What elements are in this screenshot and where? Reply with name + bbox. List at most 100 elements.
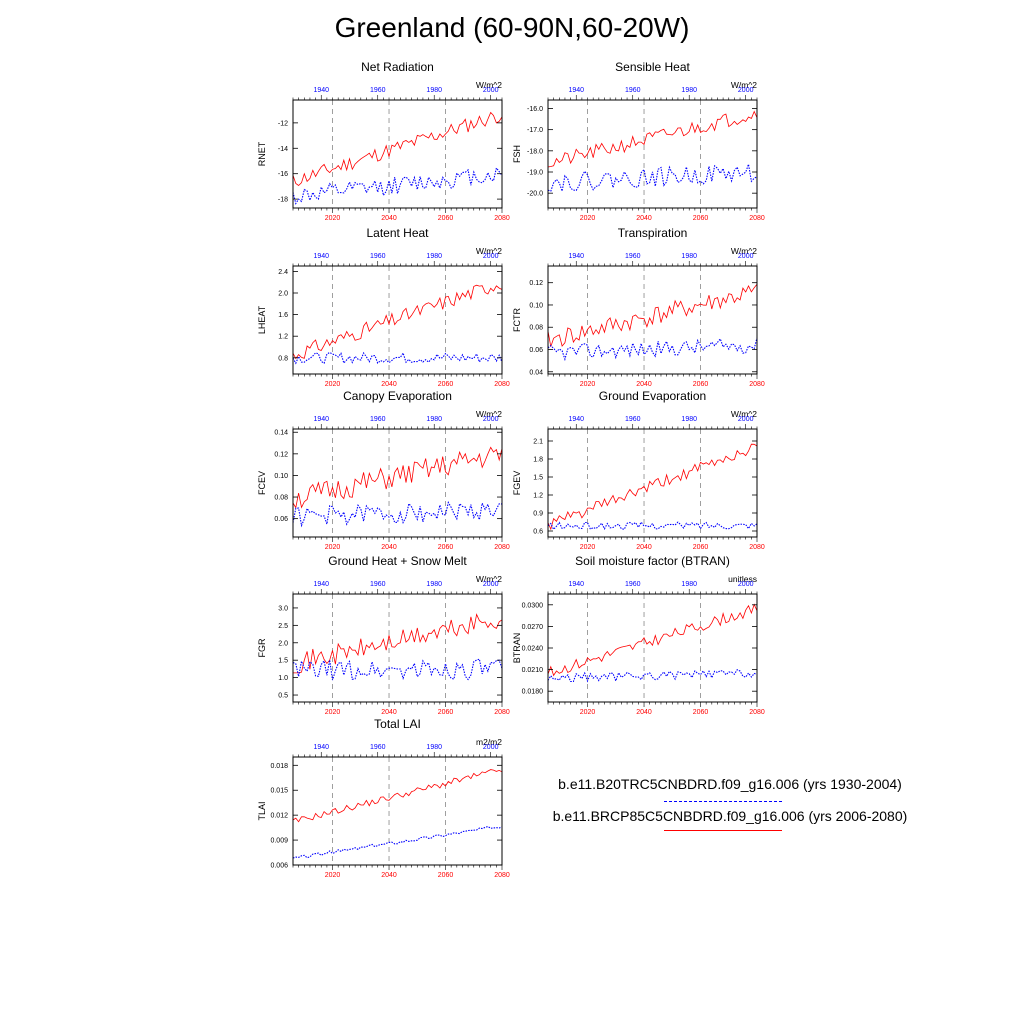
x-bottom-tick-label: 2020 xyxy=(325,381,341,388)
x-top-tick-label: 1960 xyxy=(625,87,641,94)
units-label: unitless xyxy=(728,574,757,584)
historical-series-line xyxy=(292,166,503,205)
x-top-tick-label: 2000 xyxy=(483,581,499,588)
x-top-tick-label: 1940 xyxy=(313,87,329,94)
y-tick-label: 0.8 xyxy=(278,355,288,362)
y-tick-label: 0.009 xyxy=(270,838,288,845)
y-tick-label: 0.0180 xyxy=(522,689,544,696)
units-label: W/m^2 xyxy=(476,409,502,419)
historical-series-line xyxy=(292,658,503,681)
x-bottom-tick-label: 2040 xyxy=(636,215,652,222)
x-top-tick-label: 1960 xyxy=(370,253,386,260)
y-tick-label: 1.5 xyxy=(533,475,543,482)
plot-frame xyxy=(547,428,758,538)
y-axis-label: FGR xyxy=(257,638,267,657)
plot-frame xyxy=(292,756,503,866)
x-bottom-tick-label: 2060 xyxy=(438,544,454,551)
x-top-tick-label: 1940 xyxy=(313,581,329,588)
y-tick-label: -16.0 xyxy=(527,106,543,113)
y-tick-label: 1.6 xyxy=(278,312,288,319)
x-bottom-tick-label: 2020 xyxy=(325,215,341,222)
x-bottom-tick-label: 2080 xyxy=(749,544,765,551)
legend-future-line xyxy=(664,830,782,831)
y-tick-label: 2.0 xyxy=(278,291,288,298)
panel-title: Net Radiation xyxy=(361,60,434,74)
x-top-tick-label: 1940 xyxy=(313,416,329,423)
x-bottom-tick-label: 2040 xyxy=(381,709,397,716)
y-axis-label: FGEV xyxy=(512,471,522,496)
plot-frame xyxy=(292,265,503,375)
x-top-tick-label: 2000 xyxy=(483,253,499,260)
y-tick-label: -19.0 xyxy=(527,170,543,177)
y-tick-label: 0.06 xyxy=(529,347,543,354)
x-bottom-tick-label: 2080 xyxy=(749,215,765,222)
y-tick-label: -16 xyxy=(278,171,288,178)
panel-title: Canopy Evaporation xyxy=(343,389,452,403)
y-tick-label: -17.0 xyxy=(527,127,543,134)
panel-title: Ground Evaporation xyxy=(599,389,706,403)
y-tick-label: 1.5 xyxy=(278,658,288,665)
x-top-tick-label: 1980 xyxy=(681,253,697,260)
x-bottom-tick-label: 2080 xyxy=(749,709,765,716)
x-bottom-tick-label: 2060 xyxy=(438,872,454,879)
x-bottom-tick-label: 2060 xyxy=(438,215,454,222)
x-bottom-tick-label: 2080 xyxy=(494,872,510,879)
plot-frame xyxy=(292,99,503,209)
x-top-tick-label: 1960 xyxy=(370,416,386,423)
x-top-tick-label: 1940 xyxy=(313,253,329,260)
x-top-tick-label: 1960 xyxy=(370,581,386,588)
units-label: W/m^2 xyxy=(731,409,757,419)
y-tick-label: 2.5 xyxy=(278,623,288,630)
y-tick-label: -18 xyxy=(278,197,288,204)
y-tick-label: 0.0270 xyxy=(522,624,544,631)
plot-frame xyxy=(292,593,503,703)
y-tick-label: 2.0 xyxy=(278,640,288,647)
y-tick-label: 0.0210 xyxy=(522,667,544,674)
y-tick-label: -14 xyxy=(278,146,288,153)
historical-series-line xyxy=(292,351,503,365)
x-top-tick-label: 2000 xyxy=(738,87,754,94)
y-tick-label: -12 xyxy=(278,120,288,127)
x-top-tick-label: 2000 xyxy=(483,744,499,751)
panel-title: Total LAI xyxy=(374,717,421,731)
page-title: Greenland (60-90N,60-20W) xyxy=(334,12,690,43)
y-tick-label: 0.10 xyxy=(274,473,288,480)
y-tick-label: 1.0 xyxy=(278,675,288,682)
future-series-line xyxy=(292,284,503,360)
units-label: W/m^2 xyxy=(476,80,502,90)
y-tick-label: 3.0 xyxy=(278,605,288,612)
x-top-tick-label: 2000 xyxy=(738,581,754,588)
y-tick-label: 0.6 xyxy=(533,529,543,536)
x-bottom-tick-label: 2040 xyxy=(381,544,397,551)
plot-frame xyxy=(292,428,503,538)
x-top-tick-label: 1980 xyxy=(426,253,442,260)
future-series-line xyxy=(547,283,758,347)
legend-historical-line xyxy=(664,801,782,802)
y-tick-label: 0.9 xyxy=(533,511,543,518)
x-bottom-tick-label: 2080 xyxy=(494,544,510,551)
y-tick-label: 0.14 xyxy=(274,430,288,437)
future-series-line xyxy=(547,443,758,531)
units-label: W/m^2 xyxy=(731,80,757,90)
x-bottom-tick-label: 2020 xyxy=(325,872,341,879)
x-bottom-tick-label: 2020 xyxy=(580,709,596,716)
y-tick-label: 0.006 xyxy=(270,863,288,870)
x-top-tick-label: 1960 xyxy=(625,581,641,588)
historical-series-line xyxy=(547,521,758,531)
panel-title: Ground Heat + Snow Melt xyxy=(328,554,467,568)
x-top-tick-label: 1940 xyxy=(568,581,584,588)
x-top-tick-label: 1940 xyxy=(568,416,584,423)
y-axis-label: FCEV xyxy=(257,471,267,495)
y-tick-label: 1.2 xyxy=(533,493,543,500)
x-bottom-tick-label: 2040 xyxy=(636,709,652,716)
y-axis-label: BTRAN xyxy=(512,633,522,664)
y-axis-label: TLAI xyxy=(257,801,267,820)
plot-frame xyxy=(547,99,758,209)
x-top-tick-label: 1980 xyxy=(681,416,697,423)
x-bottom-tick-label: 2020 xyxy=(325,709,341,716)
